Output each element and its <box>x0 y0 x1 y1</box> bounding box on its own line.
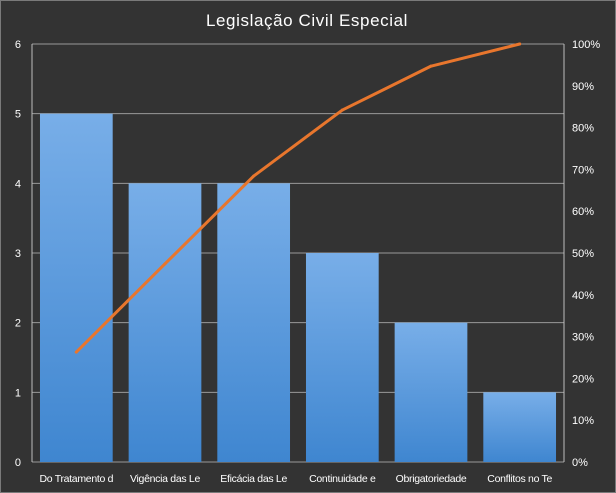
bar <box>305 253 379 462</box>
bar <box>217 183 291 463</box>
bar <box>39 113 113 463</box>
right-tick-label: 90% <box>572 81 594 93</box>
line-point <box>74 350 78 354</box>
gridlines <box>32 43 564 463</box>
line-point <box>252 174 256 178</box>
right-tick-label: 10% <box>572 415 594 427</box>
right-tick-label: 100% <box>572 39 600 51</box>
left-tick-label: 0 <box>15 457 21 469</box>
bar <box>483 392 557 462</box>
chart-title: Legislação Civil Especial <box>206 11 408 30</box>
right-axis: 0% 10% 20% 30% 40% 50% 60% 70% 80% 90% 100% <box>563 39 600 469</box>
right-tick-label: 0% <box>572 457 588 469</box>
left-axis: 0 1 2 3 4 5 6 <box>15 39 33 469</box>
category-axis: Do Tratamento d Vigência das Le Eficácia d… <box>39 473 552 485</box>
left-tick-label: 6 <box>15 39 21 51</box>
right-tick-label: 20% <box>572 373 594 385</box>
right-tick-label: 30% <box>572 332 594 344</box>
category-label: Continuidade e <box>309 473 376 485</box>
line-point <box>518 42 522 46</box>
category-label: Vigência das Le <box>130 473 200 485</box>
bar <box>128 183 202 463</box>
category-label: Eficácia das Le <box>220 473 287 485</box>
left-tick-label: 5 <box>15 109 21 121</box>
left-tick-label: 1 <box>15 387 21 399</box>
category-label: Do Tratamento d <box>39 473 113 485</box>
bar <box>394 322 468 462</box>
cumulative-line <box>74 42 522 354</box>
right-tick-label: 40% <box>572 290 594 302</box>
right-tick-label: 70% <box>572 164 594 176</box>
cumulative-percent-line <box>74 42 522 354</box>
right-tick-label: 60% <box>572 206 594 218</box>
line-point <box>429 64 433 68</box>
left-tick-label: 4 <box>15 178 21 190</box>
right-tick-label: 50% <box>572 248 594 260</box>
category-label: Conflitos no Te <box>487 473 552 485</box>
line-point <box>163 262 167 266</box>
left-tick-label: 3 <box>15 248 21 260</box>
line-point <box>340 108 344 112</box>
category-label: Obrigatoriedade <box>396 473 467 485</box>
right-tick-label: 80% <box>572 123 594 135</box>
left-tick-label: 2 <box>15 318 21 330</box>
bars <box>39 113 557 463</box>
